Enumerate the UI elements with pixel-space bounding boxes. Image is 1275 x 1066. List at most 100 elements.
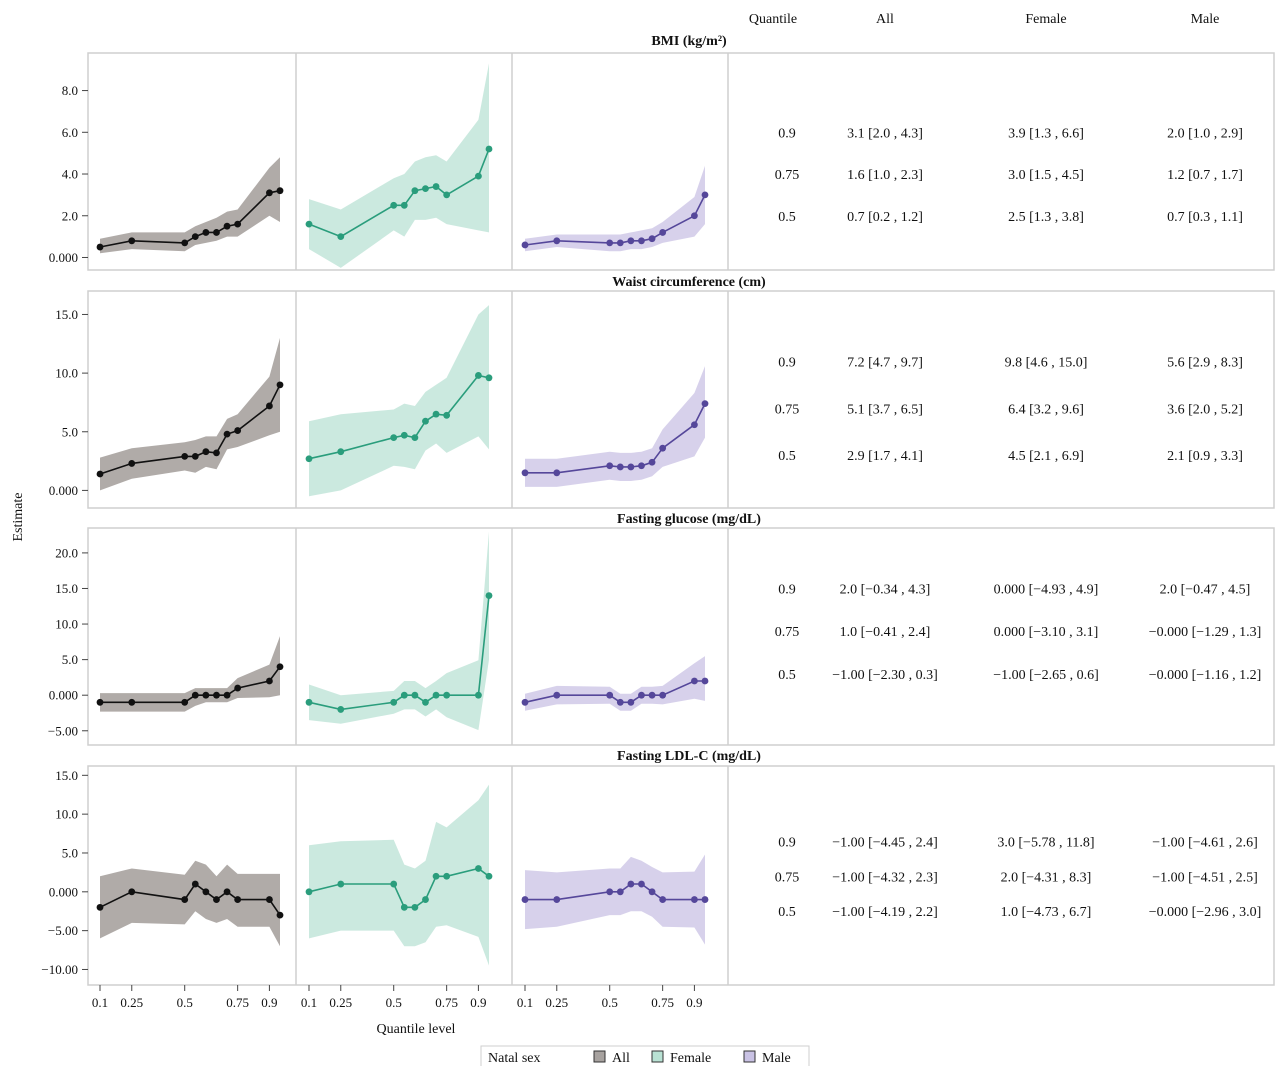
panel-title: Fasting LDL-C (mg/dL)	[617, 749, 761, 764]
panel-frame	[87, 52, 1275, 271]
data-point-all	[213, 896, 220, 903]
data-point-female	[432, 872, 440, 880]
data-point-all	[202, 448, 210, 456]
table-cell-male: −0.000 [−1.29 , 1.3]	[1149, 625, 1262, 640]
data-point-all	[223, 430, 231, 438]
data-point-male	[616, 239, 624, 247]
data-point-all	[213, 449, 220, 457]
table-cell-male: −0.000 [−1.16 , 1.2]	[1149, 668, 1262, 683]
data-point-male	[606, 888, 614, 896]
data-point-all	[181, 896, 189, 903]
x-axis-label: Quantile level	[377, 1022, 456, 1037]
data-point-female	[337, 233, 345, 241]
data-point-all	[213, 229, 220, 236]
data-point-male	[701, 677, 709, 685]
legend-swatch-all	[593, 1050, 606, 1063]
y-tick-label: 20.0	[55, 545, 78, 560]
data-point-male	[553, 237, 561, 245]
data-point-all	[266, 677, 273, 685]
series-line-all	[99, 882, 281, 916]
data-point-all	[234, 427, 242, 434]
data-point-female	[337, 706, 345, 713]
x-tick-label: 0.5	[177, 995, 193, 1010]
table-cell-male: 2.1 [0.9 , 3.3]	[1167, 449, 1243, 464]
data-point-male	[606, 691, 614, 699]
data-point-female	[411, 691, 419, 699]
data-point-female	[422, 417, 429, 425]
data-point-male	[627, 880, 635, 888]
data-point-male	[627, 237, 635, 245]
data-point-male	[638, 462, 645, 470]
data-point-female	[400, 903, 408, 911]
y-tick-label: 15.0	[55, 768, 78, 783]
data-point-female	[390, 880, 398, 888]
ci-band-all	[100, 636, 280, 712]
data-point-male	[606, 462, 614, 470]
data-point-male	[659, 444, 667, 452]
data-point-female	[305, 888, 313, 896]
data-point-male	[521, 698, 529, 706]
x-tick-label: 0.75	[435, 995, 458, 1010]
data-point-all	[128, 698, 136, 706]
x-tick-label: 0.25	[120, 995, 143, 1010]
table-cell-female: 0.000 [−3.10 , 3.1]	[994, 625, 1099, 640]
data-point-female	[305, 698, 313, 706]
data-point-all	[276, 381, 284, 389]
ci-band-female	[309, 784, 489, 966]
table-quantile: 0.9	[778, 582, 796, 597]
y-tick-label: 0.000	[49, 250, 78, 265]
data-point-all	[128, 888, 136, 896]
data-point-male	[521, 241, 529, 249]
data-point-female	[411, 187, 419, 195]
table-quantile: 0.75	[775, 625, 800, 640]
panel-frame	[87, 290, 1275, 509]
data-point-all	[181, 698, 189, 706]
data-point-male	[701, 400, 709, 408]
y-tick-label: 4.0	[62, 167, 78, 182]
table-cell-female: 4.5 [2.1 , 6.9]	[1008, 449, 1084, 464]
data-point-male	[521, 469, 529, 477]
data-point-female	[432, 691, 440, 699]
table-cell-all: −1.00 [−2.30 , 0.3]	[832, 668, 938, 683]
x-tick-label: 0.5	[386, 995, 402, 1010]
data-point-all	[223, 222, 231, 230]
data-point-male	[648, 235, 656, 243]
table-cell-all: 5.1 [3.7 , 6.5]	[847, 402, 923, 417]
table-cell-male: 2.0 [1.0 , 2.9]	[1167, 126, 1243, 141]
table-cell-all: −1.00 [−4.32 , 2.3]	[832, 870, 938, 885]
table-quantile: 0.75	[775, 870, 800, 885]
data-point-all	[276, 663, 284, 671]
legend-swatch-male	[743, 1050, 756, 1063]
data-point-female	[432, 183, 440, 190]
data-point-female	[390, 434, 398, 442]
x-tick-label: 0.9	[470, 995, 486, 1010]
ci-band-all	[100, 337, 280, 491]
table-quantile: 0.5	[778, 210, 796, 225]
series-line-female	[308, 374, 490, 460]
y-tick-label: 2.0	[62, 208, 78, 223]
x-tick-label: 0.75	[226, 995, 249, 1010]
data-point-all	[223, 691, 231, 699]
table-cell-all: 7.2 [4.7 , 9.7]	[847, 355, 923, 370]
table-cell-female: 3.9 [1.3 , 6.6]	[1008, 126, 1084, 141]
table-quantile: 0.75	[775, 402, 800, 417]
data-point-male	[553, 896, 561, 903]
data-point-female	[485, 872, 493, 880]
data-point-male	[691, 212, 698, 220]
series-line-female	[308, 867, 490, 909]
data-point-male	[659, 896, 667, 903]
series-line-female	[308, 595, 490, 711]
y-tick-label: 5.0	[62, 652, 78, 667]
data-point-female	[475, 372, 482, 379]
ci-band-male	[525, 656, 705, 711]
table-cell-all: 2.9 [1.7 , 4.1]	[847, 449, 923, 464]
data-point-female	[411, 903, 419, 911]
y-tick-label: 15.0	[55, 307, 78, 322]
table-cell-all: 0.7 [0.2 , 1.2]	[847, 210, 923, 225]
table-cell-male: 2.0 [−0.47 , 4.5]	[1160, 582, 1251, 597]
data-point-female	[443, 411, 451, 419]
data-point-male	[627, 698, 635, 706]
data-point-female	[337, 448, 345, 456]
data-point-male	[616, 698, 624, 706]
